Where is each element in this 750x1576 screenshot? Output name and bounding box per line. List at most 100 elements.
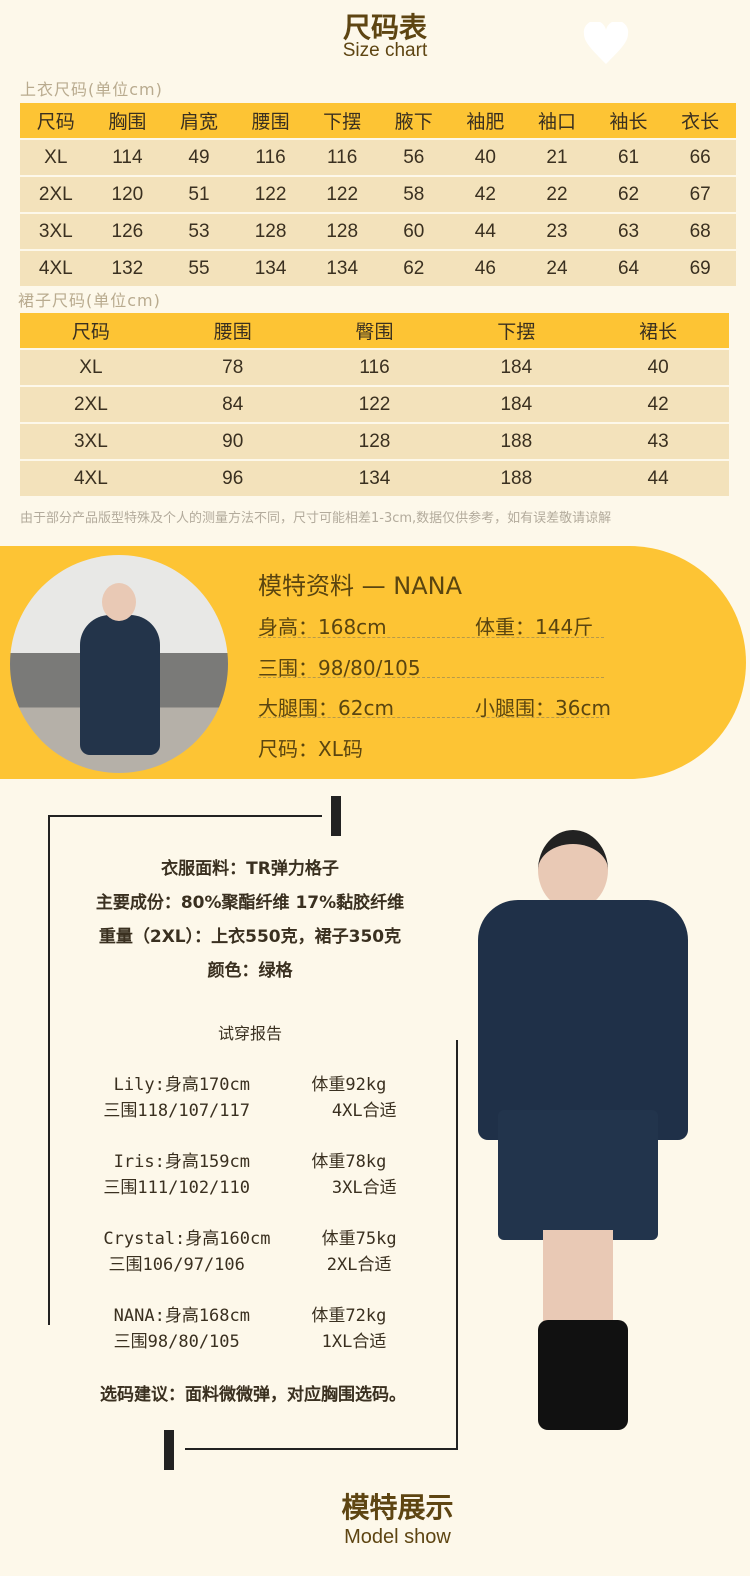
model-calf: 小腿围：36cm <box>475 696 611 720</box>
table-cell: 40 <box>587 350 729 385</box>
column-header: 肩宽 <box>163 103 235 138</box>
column-header: 尺码 <box>20 103 92 138</box>
table-cell: 134 <box>306 251 378 286</box>
table-cell: XL <box>20 140 92 175</box>
model-height: 身高：168cm <box>258 615 387 639</box>
fitting-report-line2: 三围118/107/117 4XL合适 <box>103 1101 397 1121</box>
column-header: 尺码 <box>20 313 162 348</box>
table-cell: 68 <box>664 214 736 249</box>
table-cell: 134 <box>234 251 307 286</box>
frame-block <box>331 796 341 836</box>
table-cell: 58 <box>377 177 450 212</box>
fabric-material: 衣服面料：TR弹力格子 <box>161 859 339 879</box>
frame-line <box>48 815 322 817</box>
table-cell: 126 <box>91 214 164 249</box>
model-measurements: 三围：98/80/105 <box>258 656 421 680</box>
table-cell: 61 <box>592 140 665 175</box>
frame-line <box>185 1448 458 1450</box>
table-cell: 53 <box>163 214 235 249</box>
table-row: 4XL 132 55 134 134 62 46 24 64 69 <box>20 251 736 286</box>
table-row: XL 78 116 184 40 <box>20 350 729 385</box>
table-cell: 3XL <box>20 214 92 249</box>
table-cell: 116 <box>306 140 378 175</box>
table-cell: 2XL <box>20 177 92 212</box>
table-cell: 64 <box>592 251 665 286</box>
model-title: 模特资料 — NANA <box>258 572 462 600</box>
table-cell: 122 <box>306 177 378 212</box>
skirt-size-table: 尺码 腰围 臀围 下摆 裙长 XL 78 116 184 40 2XL 84 122 184 42 3XL 90… <box>20 311 729 498</box>
table-cell: 3XL <box>20 424 162 459</box>
table-cell: 69 <box>664 251 736 286</box>
table-cell: 4XL <box>20 251 92 286</box>
table-cell: 188 <box>445 461 588 496</box>
table-cell: 78 <box>161 350 304 385</box>
table-cell: 62 <box>592 177 665 212</box>
table-cell: 56 <box>377 140 450 175</box>
measurement-note: 由于部分产品版型特殊及个人的测量方法不同，尺寸可能相差1-3cm,数据仅供参考，… <box>20 511 612 526</box>
top-size-table: 尺码 胸围 肩宽 腰围 下摆 腋下 袖肥 袖口 袖长 衣长 XL 114 49 116 116 56 40 21 6… <box>20 101 736 288</box>
table-cell: 22 <box>521 177 593 212</box>
table-cell: 23 <box>521 214 593 249</box>
table-cell: 55 <box>163 251 235 286</box>
table-cell: XL <box>20 350 162 385</box>
table-cell: 96 <box>161 461 304 496</box>
column-header: 下摆 <box>306 103 378 138</box>
footer-title: 模特展示 <box>341 1491 454 1524</box>
table-cell: 128 <box>306 214 378 249</box>
column-header: 腰围 <box>161 313 304 348</box>
size-advice: 选码建议：面料微微弹，对应胸围选码。 <box>100 1385 406 1405</box>
table-cell: 132 <box>91 251 164 286</box>
table-cell: 62 <box>377 251 450 286</box>
table-cell: 66 <box>664 140 736 175</box>
table-row: 2XL 84 122 184 42 <box>20 387 729 422</box>
fitting-report-line2: 三围106/97/106 2XL合适 <box>108 1255 392 1275</box>
column-header: 裙长 <box>587 313 729 348</box>
model-full-photo <box>448 830 746 1440</box>
frame-line <box>48 815 50 1325</box>
model-thigh: 大腿围：62cm <box>258 696 394 720</box>
table-cell: 128 <box>234 214 307 249</box>
table-cell: 122 <box>234 177 307 212</box>
model-photo <box>10 555 228 773</box>
table-row: 4XL 96 134 188 44 <box>20 461 729 496</box>
page-subtitle: Size chart <box>342 40 428 61</box>
top-chart-label: 上衣尺码(单位cm) <box>20 80 163 99</box>
table-cell: 44 <box>449 214 522 249</box>
table-cell: 84 <box>161 387 304 422</box>
table-cell: 4XL <box>20 461 162 496</box>
table-row: 3XL 126 53 128 128 60 44 23 63 68 <box>20 214 736 249</box>
fitting-report-line2: 三围98/80/105 1XL合适 <box>113 1332 387 1352</box>
fitting-report-line1: NANA:身高168cm 体重72kg <box>113 1306 387 1326</box>
table-cell: 2XL <box>20 387 162 422</box>
column-header: 下摆 <box>445 313 588 348</box>
fitting-report-line1: Iris:身高159cm 体重78kg <box>113 1152 387 1172</box>
table-cell: 24 <box>521 251 593 286</box>
table-cell: 188 <box>445 424 588 459</box>
table-cell: 116 <box>303 350 446 385</box>
table-cell: 184 <box>445 387 588 422</box>
table-cell: 49 <box>163 140 235 175</box>
footer-subtitle: Model show <box>344 1526 451 1548</box>
column-header: 腋下 <box>377 103 450 138</box>
report-title: 试穿报告 <box>217 1024 282 1043</box>
column-header: 袖长 <box>592 103 665 138</box>
table-cell: 184 <box>445 350 588 385</box>
model-size: 尺码：XL码 <box>258 737 363 761</box>
table-cell: 67 <box>664 177 736 212</box>
table-cell: 51 <box>163 177 235 212</box>
table-cell: 122 <box>303 387 446 422</box>
fitting-report-line1: Lily:身高170cm 体重92kg <box>113 1075 387 1095</box>
table-cell: 60 <box>377 214 450 249</box>
table-cell: 43 <box>587 424 729 459</box>
column-header: 袖肥 <box>449 103 522 138</box>
table-cell: 44 <box>587 461 729 496</box>
fabric-composition: 主要成份：80%聚酯纤维 17%黏胶纤维 <box>95 893 405 913</box>
table-cell: 21 <box>521 140 593 175</box>
fitting-report-line1: Crystal:身高160cm 体重75kg <box>103 1229 397 1249</box>
table-row: 3XL 90 128 188 43 <box>20 424 729 459</box>
column-header: 袖口 <box>521 103 593 138</box>
table-cell: 46 <box>449 251 522 286</box>
table-cell: 114 <box>91 140 164 175</box>
table-row: 2XL 120 51 122 122 58 42 22 62 67 <box>20 177 736 212</box>
table-cell: 128 <box>303 424 446 459</box>
